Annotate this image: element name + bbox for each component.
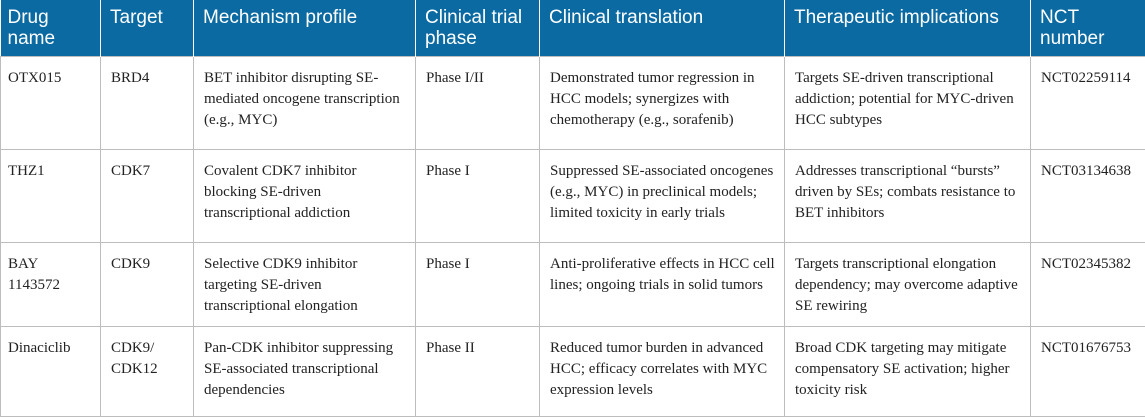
cell-translation: Demonstrated tumor regression in HCC mod… (540, 57, 785, 150)
cell-translation: Suppressed SE-associated oncogenes (e.g.… (540, 150, 785, 243)
cell-drug-name: BAY 1143572 (1, 243, 101, 327)
cell-nct-number: NCT03134638 (1031, 150, 1145, 243)
cell-nct-number: NCT01676753 (1031, 327, 1145, 417)
cell-implications: Targets SE-driven transcriptional addict… (785, 57, 1031, 150)
cell-phase: Phase II (416, 327, 540, 417)
table-row: Dinaciclib CDK9/ CDK12 Pan-CDK inhibitor… (1, 327, 1145, 417)
header-therapeutic-implications: Therapeutic implications (785, 0, 1031, 57)
cell-translation: Anti-proliferative effects in HCC cell l… (540, 243, 785, 327)
table-row: THZ1 CDK7 Covalent CDK7 inhibitor blocki… (1, 150, 1145, 243)
cell-target: CDK9 (101, 243, 194, 327)
cell-target: BRD4 (101, 57, 194, 150)
header-clinical-trial-phase: Clinical trial phase (416, 0, 540, 57)
header-drug-name: Drug name (1, 0, 101, 57)
cell-phase: Phase I/II (416, 57, 540, 150)
cell-target: CDK9/ CDK12 (101, 327, 194, 417)
cell-implications: Broad CDK targeting may mitigate compens… (785, 327, 1031, 417)
table-header: Drug name Target Mechanism profile Clini… (1, 0, 1145, 57)
cell-mechanism: BET inhibitor disrupting SE-mediated onc… (194, 57, 416, 150)
cell-translation: Reduced tumor burden in advanced HCC; ef… (540, 327, 785, 417)
table-body: OTX015 BRD4 BET inhibitor disrupting SE-… (1, 57, 1145, 417)
cell-mechanism: Covalent CDK7 inhibitor blocking SE-driv… (194, 150, 416, 243)
header-clinical-translation: Clinical translation (540, 0, 785, 57)
header-row: Drug name Target Mechanism profile Clini… (1, 0, 1145, 57)
table-row: OTX015 BRD4 BET inhibitor disrupting SE-… (1, 57, 1145, 150)
cell-implications: Targets transcriptional elongation depen… (785, 243, 1031, 327)
cell-phase: Phase I (416, 150, 540, 243)
header-mechanism-profile: Mechanism profile (194, 0, 416, 57)
cell-drug-name: THZ1 (1, 150, 101, 243)
header-nct-number: NCT number (1031, 0, 1145, 57)
cell-drug-name: OTX015 (1, 57, 101, 150)
cell-nct-number: NCT02259114 (1031, 57, 1145, 150)
cell-implications: Addresses transcriptional “bursts” drive… (785, 150, 1031, 243)
cell-target: CDK7 (101, 150, 194, 243)
table-row: BAY 1143572 CDK9 Selective CDK9 inhibito… (1, 243, 1145, 327)
cell-mechanism: Selective CDK9 inhibitor targeting SE-dr… (194, 243, 416, 327)
header-target: Target (101, 0, 194, 57)
cell-nct-number: NCT02345382 (1031, 243, 1145, 327)
cell-mechanism: Pan-CDK inhibitor suppressing SE-associa… (194, 327, 416, 417)
cell-drug-name: Dinaciclib (1, 327, 101, 417)
cell-phase: Phase I (416, 243, 540, 327)
